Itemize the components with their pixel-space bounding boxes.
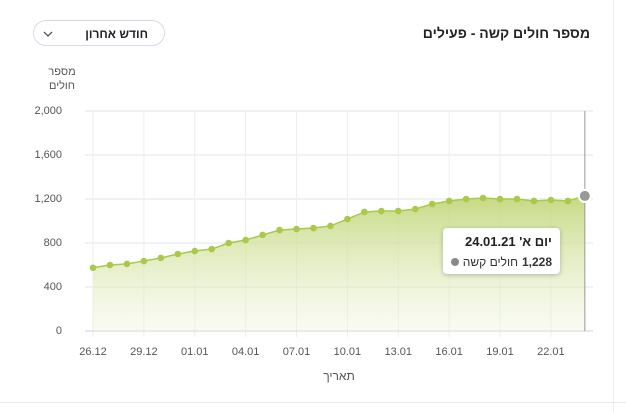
x-tick-label: 22.01 <box>537 346 565 358</box>
point <box>106 261 114 269</box>
x-tick-label: 04.01 <box>232 346 260 358</box>
tooltip-title: יום א' 24.01.21 <box>464 234 552 249</box>
point <box>344 215 351 223</box>
card-border <box>613 0 614 413</box>
point <box>361 208 368 216</box>
point <box>378 207 385 215</box>
y-axis-title: חולים <box>49 79 75 92</box>
x-tick-label: 26.12 <box>79 346 107 358</box>
period-dropdown[interactable]: חודש אחרון <box>33 20 165 46</box>
tooltip-series: חולים קשה <box>462 255 518 269</box>
point <box>242 236 249 244</box>
point <box>310 224 317 232</box>
tooltip-value: 1,228 <box>521 255 552 269</box>
point <box>259 231 266 239</box>
point <box>191 247 199 255</box>
card-border <box>0 402 626 403</box>
point <box>225 239 232 247</box>
point <box>462 195 470 203</box>
y-tick-label: 2,000 <box>34 105 62 117</box>
point <box>276 226 283 234</box>
point <box>445 197 453 205</box>
dropdown-label: חודש אחרון <box>85 27 148 41</box>
point <box>530 197 538 205</box>
chart-title: מספר חולים קשה - פעילים <box>422 25 590 41</box>
x-tick-label: 29.12 <box>130 346 158 358</box>
y-tick-label: 0 <box>56 325 62 337</box>
point <box>174 250 182 258</box>
point <box>89 264 97 272</box>
point <box>411 205 419 213</box>
tooltip-dot <box>450 258 459 266</box>
x-tick-label: 01.01 <box>181 346 209 358</box>
point <box>123 260 131 268</box>
point <box>547 196 555 204</box>
chevron-icon <box>43 31 53 37</box>
x-tick-label: 16.01 <box>435 346 463 358</box>
tooltip: יום א' 24.01.21 1,228חולים קשה <box>443 228 560 274</box>
y-tick-label: 800 <box>44 237 62 249</box>
point <box>496 195 504 203</box>
point <box>293 225 300 233</box>
tooltip-row: 1,228חולים קשה <box>450 255 552 269</box>
point <box>157 254 165 262</box>
y-tick-label: 1,200 <box>34 193 62 205</box>
point <box>513 195 521 203</box>
point <box>140 257 148 265</box>
y-tick-label: 400 <box>44 281 62 293</box>
point <box>564 197 572 205</box>
y-axis-title: מספר <box>48 66 75 78</box>
point <box>428 200 436 208</box>
x-axis-title: תאריך <box>323 369 355 383</box>
x-tick-label: 19.01 <box>486 346 514 358</box>
point <box>394 207 402 215</box>
point <box>479 194 487 202</box>
y-tick-label: 1,600 <box>34 149 62 161</box>
x-tick-label: 10.01 <box>334 346 362 358</box>
point <box>577 188 592 203</box>
point <box>208 245 216 253</box>
x-tick-label: 07.01 <box>283 346 311 358</box>
point <box>327 222 334 230</box>
x-tick-label: 13.01 <box>385 346 413 358</box>
